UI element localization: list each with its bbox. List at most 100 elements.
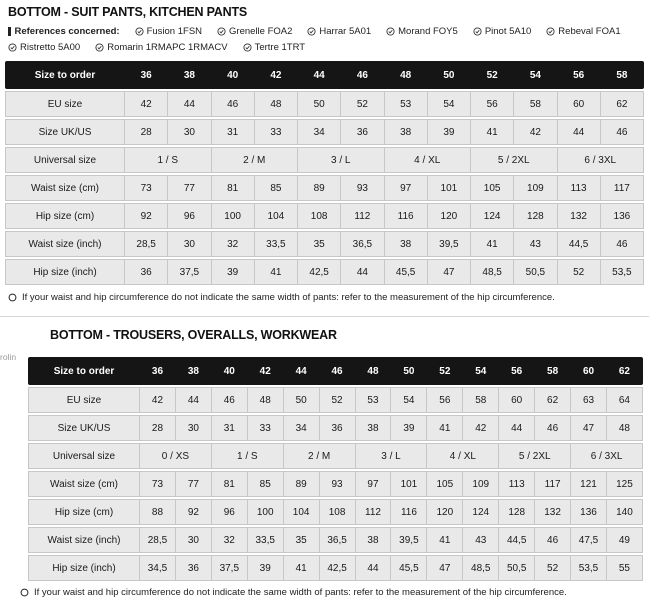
size-cell: 89 — [297, 176, 340, 200]
size-cell: 42 — [513, 120, 556, 144]
row-label: Universal size — [33, 154, 97, 166]
size-cell: 120 — [426, 500, 462, 524]
size-cell: 124 — [470, 204, 513, 228]
size-cell: 104 — [282, 500, 319, 524]
size-cell: 96 — [210, 500, 247, 524]
size-header-cell: 60 — [570, 358, 606, 384]
size-cell: 52 — [556, 260, 600, 284]
reference-name: Fusion 1FSN — [146, 26, 203, 37]
size-cell: 47 — [426, 556, 462, 580]
size-cell: 117 — [534, 472, 570, 496]
reference-item: Morand FOY5 — [386, 26, 458, 37]
size-cell: 136 — [599, 204, 643, 228]
size-cell: 47 — [570, 416, 606, 440]
size-cell: 43 — [462, 528, 498, 552]
size-cell: 41 — [470, 232, 513, 256]
size-cell: 58 — [462, 388, 498, 412]
size-cell: 41 — [253, 260, 297, 284]
size-cell: 52 — [534, 556, 570, 580]
size-cell: 33,5 — [246, 528, 283, 552]
size-cell: 45,5 — [383, 260, 427, 284]
circle-check-icon — [95, 43, 104, 52]
section-divider — [0, 316, 649, 317]
size-cell: 38 — [354, 416, 391, 440]
size-cell: 33,5 — [253, 232, 297, 256]
size-cell: 5 / 2XL — [470, 148, 557, 172]
size-cell: 39,5 — [426, 232, 470, 256]
size-cell: 4 / XL — [383, 148, 471, 172]
size-cell: 30 — [167, 232, 210, 256]
size-cell: 49 — [605, 528, 642, 552]
size-cell: 44 — [174, 388, 211, 412]
size-cell: 81 — [210, 472, 247, 496]
size-header-cell: 42 — [253, 62, 297, 88]
size-header-cell: 62 — [605, 358, 642, 384]
size-cell: 125 — [605, 472, 642, 496]
size-cell: 42 — [124, 92, 167, 116]
table-row: Hip size (inch) 36 37,5 39 41 42,5 44 45,5 47 48,… — [5, 259, 644, 285]
size-cell: 36,5 — [318, 528, 355, 552]
size-cell: 42,5 — [297, 260, 340, 284]
circle-check-icon — [243, 43, 252, 52]
size-cell: 73 — [124, 176, 167, 200]
reference-name: Ristretto 5A00 — [20, 42, 81, 53]
size-cell: 44 — [340, 260, 383, 284]
size-cell: 53 — [354, 388, 391, 412]
table-row: Waist size (cm) 73 77 81 85 89 93 97 101 105 109 11… — [28, 471, 643, 497]
size-cell: 6 / 3XL — [570, 444, 642, 468]
size-cell: 96 — [167, 204, 210, 228]
size-cell: 39 — [246, 556, 283, 580]
size-cell: 50,5 — [513, 260, 556, 284]
size-header-cell: 52 — [426, 358, 462, 384]
size-cell: 113 — [498, 472, 534, 496]
size-cell: 100 — [246, 500, 283, 524]
size-cell: 46 — [534, 416, 570, 440]
size-cell: 47 — [426, 260, 470, 284]
size-cell: 81 — [210, 176, 254, 200]
size-cell: 132 — [556, 204, 600, 228]
size-cell: 42 — [462, 416, 498, 440]
size-cell: 116 — [390, 500, 426, 524]
size-cell: 0 / XS — [139, 444, 211, 468]
size-header-cell: 56 — [556, 62, 600, 88]
table-row: Hip size (inch) 34,5 36 37,5 39 41 42,5 44 45,5 4… — [28, 555, 643, 581]
size-cell: 120 — [426, 204, 470, 228]
size-cell: 32 — [210, 232, 254, 256]
size-cell: 116 — [383, 204, 427, 228]
size-cell: 50 — [297, 92, 340, 116]
table-row: Hip size (cm) 88 92 96 100 104 108 112 116 120 124… — [28, 499, 643, 525]
size-cell: 32 — [210, 528, 247, 552]
size-cell: 28 — [124, 120, 167, 144]
footnote-text: If your waist and hip circumference do n… — [22, 292, 555, 303]
size-cell: 38 — [383, 232, 427, 256]
size-cell: 37,5 — [167, 260, 210, 284]
size-cell: 44,5 — [556, 232, 600, 256]
size-cell: 105 — [470, 176, 513, 200]
size-cell: 50 — [282, 388, 319, 412]
size-header-cell: 50 — [426, 62, 470, 88]
row-label: Hip size (inch) — [52, 562, 116, 574]
size-cell: 93 — [318, 472, 355, 496]
row-label: Size UK/US — [38, 126, 92, 138]
size-cell: 1 / S — [124, 148, 211, 172]
reference-name: Harrar 5A01 — [319, 26, 372, 37]
size-cell: 109 — [513, 176, 556, 200]
size-cell: 44 — [354, 556, 391, 580]
section-title-suit-pants: BOTTOM - SUIT PANTS, KITCHEN PANTS — [8, 5, 248, 19]
reference-name: Tertre 1TRT — [254, 42, 306, 53]
size-cell: 35 — [297, 232, 340, 256]
size-header-cell: 46 — [340, 62, 383, 88]
size-to-order-label: Size to order — [53, 365, 115, 377]
size-cell: 36 — [340, 120, 383, 144]
size-cell: 128 — [498, 500, 534, 524]
size-cell: 3 / L — [354, 444, 427, 468]
size-cell: 64 — [605, 388, 642, 412]
row-label: EU size — [47, 98, 83, 110]
size-cell: 53,5 — [570, 556, 606, 580]
size-cell: 42 — [139, 388, 175, 412]
size-cell: 101 — [390, 472, 426, 496]
size-cell: 43 — [513, 232, 556, 256]
size-cell: 44 — [498, 416, 534, 440]
